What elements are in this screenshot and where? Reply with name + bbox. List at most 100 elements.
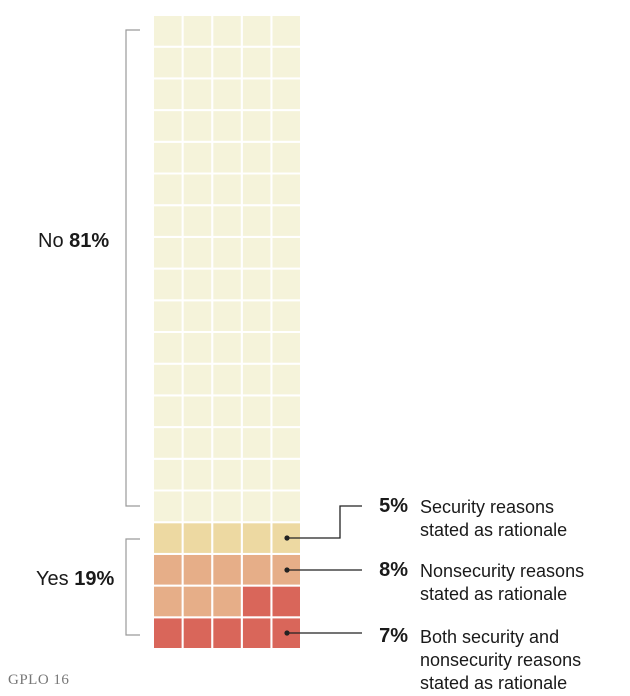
- waffle-cell: [211, 521, 243, 555]
- waffle-cell: [211, 45, 243, 80]
- waffle-cell: [211, 77, 243, 112]
- waffle-cell: [211, 267, 243, 302]
- callout-both-text: Both security and nonsecurity reasons st…: [420, 626, 630, 695]
- waffle-cell: [152, 45, 184, 80]
- waffle-cell: [181, 267, 214, 302]
- group-brackets: [125, 29, 140, 636]
- leader-nonsecurity-dot: [284, 567, 290, 573]
- waffle-cell: [240, 394, 273, 429]
- waffle-cell: [211, 14, 243, 48]
- callout-security-value: 5%: [379, 495, 408, 517]
- waffle-cell: [152, 14, 184, 48]
- waffle-cell: [152, 140, 184, 175]
- waffle-cell: [211, 204, 243, 238]
- waffle-cell: [270, 331, 302, 365]
- waffle-cell: [240, 235, 273, 270]
- waffle-cell: [240, 616, 273, 650]
- waffle-cell: [270, 299, 302, 333]
- waffle-cell: [240, 584, 273, 619]
- waffle-cell: [270, 267, 302, 302]
- callout-nonsecurity-line-2: stated as rationale: [420, 584, 568, 604]
- waffle-cell: [152, 584, 184, 619]
- waffle-cell: [270, 235, 302, 270]
- waffle-cell: [181, 235, 214, 270]
- waffle-cell: [181, 140, 214, 175]
- waffle-cell: [240, 45, 273, 80]
- callout-both-value: 7%: [379, 625, 408, 647]
- callout-both-line-3: stated as rationale: [420, 673, 568, 693]
- waffle-cell: [152, 362, 184, 397]
- source-note: GPLO 16: [8, 672, 70, 688]
- waffle-cell: [181, 552, 214, 587]
- leader-security-dot: [284, 535, 290, 541]
- waffle-cell: [270, 172, 302, 207]
- waffle-cell: [181, 616, 214, 650]
- waffle-cell: [181, 489, 214, 524]
- waffle-cell: [152, 489, 184, 524]
- waffle-cell: [211, 489, 243, 524]
- waffle-cell: [270, 77, 302, 112]
- waffle-cell: [181, 584, 214, 619]
- waffle-cell: [181, 14, 214, 48]
- waffle-cell: [152, 299, 184, 333]
- bracket-yes: [125, 538, 140, 636]
- callout-nonsecurity-line-1: Nonsecurity reasons: [420, 561, 585, 581]
- callout-nonsecurity-text: Nonsecurity reasons stated as rationale: [420, 560, 630, 606]
- waffle-cell: [270, 45, 302, 80]
- waffle-cell: [181, 426, 214, 460]
- waffle-cell: [211, 235, 243, 270]
- waffle-cell: [181, 521, 214, 555]
- waffle-cell: [270, 394, 302, 429]
- group-no-value: 81%: [69, 230, 110, 252]
- waffle-cell: [240, 77, 273, 112]
- waffle-cell: [152, 616, 184, 650]
- waffle-cell: [152, 172, 184, 207]
- waffle-cell: [181, 331, 214, 365]
- waffle-cell: [211, 616, 243, 650]
- waffle-cell: [240, 489, 273, 524]
- waffle-cell: [270, 362, 302, 397]
- waffle-cell: [270, 426, 302, 460]
- waffle-cell: [211, 584, 243, 619]
- waffle-cells: [152, 14, 302, 650]
- waffle-cell: [152, 552, 184, 587]
- waffle-cell: [181, 45, 214, 80]
- callout-both-line-1: Both security and: [420, 627, 560, 647]
- callout-leaders: [284, 505, 362, 636]
- waffle-cell: [211, 172, 243, 207]
- waffle-cell: [240, 457, 273, 492]
- waffle-cell: [240, 204, 273, 238]
- waffle-cell: [211, 140, 243, 175]
- waffle-cell: [240, 140, 273, 175]
- waffle-cell: [211, 362, 243, 397]
- waffle-cell: [211, 426, 243, 460]
- waffle-cell: [240, 299, 273, 333]
- waffle-cell: [270, 489, 302, 524]
- waffle-cell: [211, 394, 243, 429]
- waffle-cell: [181, 457, 214, 492]
- group-yes-label: Yes: [36, 568, 69, 590]
- waffle-cell: [181, 172, 214, 207]
- waffle-cell: [211, 457, 243, 492]
- group-label-no: No 81%: [38, 230, 109, 253]
- waffle-cell: [240, 426, 273, 460]
- waffle-cell: [240, 267, 273, 302]
- callout-both-line-2: nonsecurity reasons: [420, 650, 582, 670]
- callout-security-line-2: stated as rationale: [420, 520, 568, 540]
- bracket-no: [125, 29, 140, 507]
- waffle-cell: [152, 204, 184, 238]
- leader-both-dot: [284, 630, 290, 636]
- waffle-cell: [240, 109, 273, 143]
- waffle-cell: [240, 331, 273, 365]
- callout-security-text: Security reasons stated as rationale: [420, 496, 630, 542]
- waffle-cell: [211, 299, 243, 333]
- group-label-yes: Yes 19%: [36, 568, 114, 591]
- waffle-cell: [152, 457, 184, 492]
- group-no-label: No: [38, 230, 64, 252]
- waffle-cell: [152, 109, 184, 143]
- callout-security-line-1: Security reasons: [420, 497, 555, 517]
- waffle-cell: [240, 552, 273, 587]
- waffle-cell: [211, 552, 243, 587]
- waffle-cell: [181, 394, 214, 429]
